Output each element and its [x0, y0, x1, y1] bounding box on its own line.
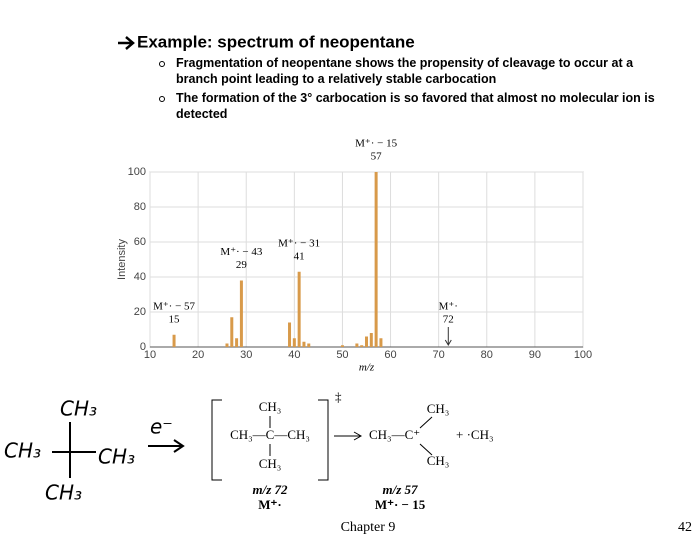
bullet-box: The formation of the 3° carbocation is s…: [176, 91, 655, 121]
bar: [369, 333, 373, 347]
y-axis-label: Intensity: [116, 239, 128, 280]
annotation-arrow: [444, 327, 452, 346]
bar: [365, 336, 368, 347]
bullet-marker: [159, 96, 165, 102]
bar: [374, 172, 378, 347]
plot-frame: [149, 171, 584, 348]
y-tick-label: 100: [128, 166, 146, 178]
annotation: M⁺· − 31: [278, 237, 320, 249]
y-tick-label: 80: [134, 201, 146, 213]
y-tick-label: 60: [134, 236, 146, 248]
bar: [379, 338, 383, 347]
bullet: The formation of the 3° carbocation is s…: [176, 91, 655, 121]
bar: [225, 343, 229, 347]
x-axis-label: m/z: [359, 362, 375, 374]
annotation-value: 72: [443, 314, 454, 326]
hand-text: CH₃: [98, 445, 135, 469]
bar: [235, 338, 239, 347]
annotation: M⁺· − 43: [220, 246, 262, 258]
x-tick-label: 100: [574, 349, 592, 361]
heading-arrow: [118, 36, 135, 50]
chem-label: + ·CH₃: [456, 427, 494, 442]
bar: [297, 271, 301, 347]
x-tick-label: 60: [384, 349, 396, 361]
annotation-value: 41: [294, 250, 305, 262]
bar: [172, 334, 176, 347]
footer: Chapter 9: [341, 520, 396, 535]
chem-label: CH₃—C—CH₃: [230, 427, 310, 442]
annotation-value: 29: [236, 259, 248, 271]
chem-label: CH₃: [427, 453, 450, 468]
bar: [239, 280, 243, 347]
bar: [355, 343, 359, 347]
chem-caption: m/z 57: [382, 482, 418, 497]
hand-bond: [52, 422, 96, 478]
x-tick-label: 50: [336, 349, 348, 361]
bullet: Fragmentation of neopentane shows the pr…: [176, 56, 634, 86]
heading: Example: spectrum of neopentane: [137, 32, 415, 51]
bar: [340, 345, 344, 347]
hand-text: CH₃: [45, 481, 82, 505]
x-tick-label: 10: [144, 349, 156, 361]
hand-arrow: [148, 439, 185, 453]
bond: [419, 416, 433, 429]
x-tick-label: 20: [192, 349, 204, 361]
bullet-marker: [159, 61, 165, 67]
annotation: M⁺·: [439, 301, 458, 313]
reaction: CH₃ CH₃—C—CH₃ CH₃ ‡ CH₃—C⁺ CH₃ CH₃ + ·CH…: [211, 389, 494, 512]
bar: [360, 345, 364, 347]
hand-text: e⁻: [150, 415, 173, 439]
y-tick-label: 20: [134, 306, 146, 318]
chem-label: CH₃: [259, 399, 282, 414]
hand-text: CH₃: [4, 439, 41, 463]
hand-text: CH₃: [60, 397, 97, 421]
chart: 0 20 40 60 80 100 10 20 30 40 50 60 70 80 90 100 m/z Inte…: [116, 138, 592, 374]
bar: [302, 341, 306, 347]
chem-label: CH₃: [427, 401, 450, 416]
annotation-value: 15: [169, 313, 181, 325]
bar: [230, 317, 234, 347]
chem-label: CH₃: [259, 456, 282, 471]
y-tick-label: 0: [140, 341, 146, 353]
chem-caption: m/z 72: [252, 482, 288, 497]
x-tick-label: 30: [240, 349, 252, 361]
chem-caption: M⁺· − 15: [375, 497, 426, 512]
reaction-arrow: [334, 431, 363, 441]
y-tick-label: 40: [134, 271, 146, 283]
bond: [419, 443, 433, 456]
annotation: M⁺· − 15: [355, 138, 397, 150]
bullet-box: Fragmentation of neopentane shows the pr…: [176, 56, 634, 86]
x-tick-label: 80: [481, 349, 493, 361]
bar: [307, 343, 311, 347]
chem-caption: M⁺·: [258, 497, 281, 512]
bracket: [211, 399, 329, 481]
chem-label: CH₃—C⁺: [369, 427, 420, 442]
x-tick-label: 40: [288, 349, 300, 361]
annotation: M⁺· − 57: [153, 300, 195, 312]
page-number: 42: [678, 520, 692, 535]
x-tick-label: 70: [433, 349, 445, 361]
charge: ‡: [335, 389, 342, 404]
bar: [288, 322, 292, 347]
annotation-value: 57: [371, 151, 383, 163]
handwriting: CH₃ CH₃ CH₃ CH₃ e⁻: [4, 397, 185, 505]
bar: [292, 338, 296, 347]
x-tick-label: 90: [529, 349, 541, 361]
